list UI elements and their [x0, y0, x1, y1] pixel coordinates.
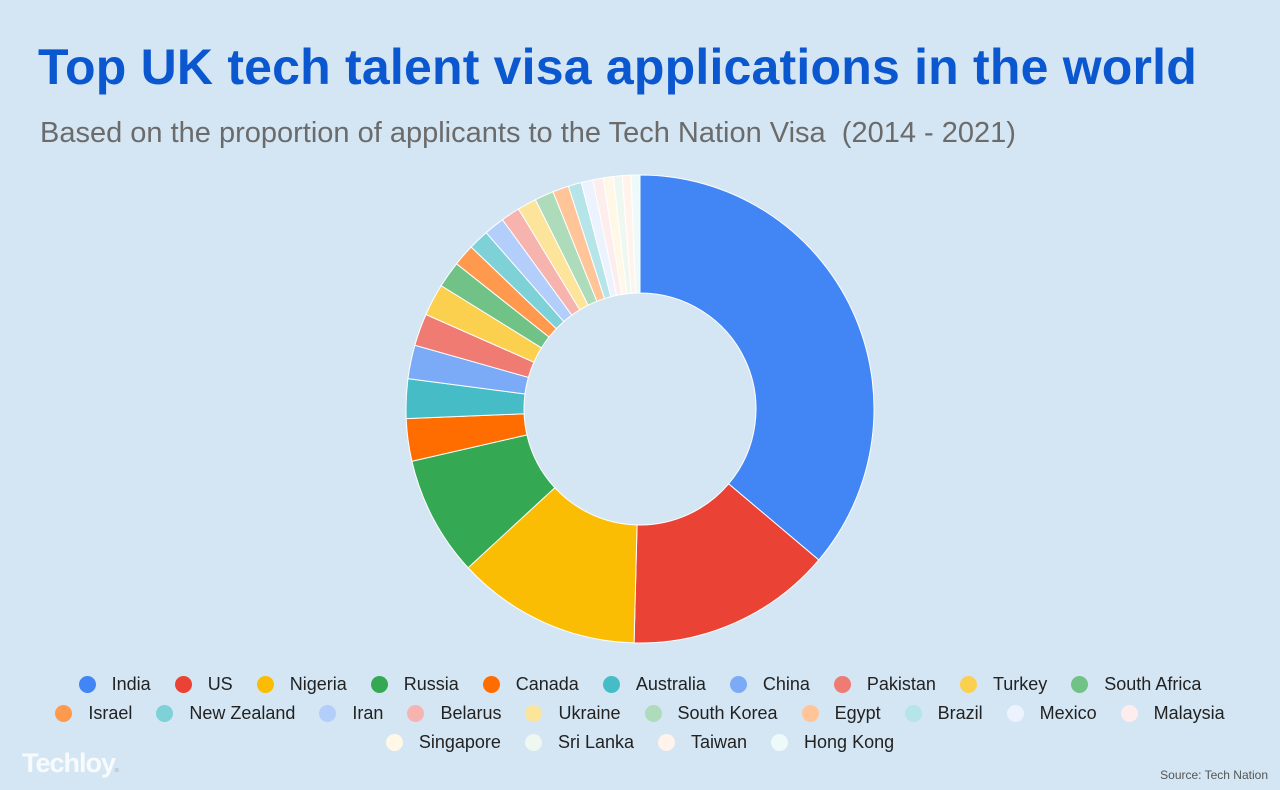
legend-swatch — [602, 676, 620, 693]
legend-label: South Korea — [677, 703, 778, 723]
legend-label: Egypt — [834, 703, 881, 723]
legend-swatch — [385, 734, 403, 751]
legend-swatch — [482, 676, 500, 693]
legend-label: Australia — [635, 674, 706, 694]
legend-swatch — [319, 705, 337, 722]
legend-item: Brazil — [904, 703, 983, 724]
legend-label: Belarus — [440, 703, 502, 723]
legend-item: Belarus — [407, 703, 501, 724]
legend-row: Singapore Sri Lanka Taiwan Hong Kong — [20, 728, 1260, 757]
legend-item: Egypt — [801, 703, 881, 724]
legend-swatch — [801, 705, 819, 722]
legend-item: South Korea — [644, 703, 778, 724]
legend-swatch — [156, 705, 174, 722]
chart-title: Top UK tech talent visa applications in … — [38, 39, 1198, 95]
legend-swatch — [55, 705, 73, 722]
legend-label: Mexico — [1039, 703, 1097, 723]
legend: India US Nigeria Russia Canada Australia China… — [20, 670, 1260, 757]
legend-label: Canada — [515, 674, 579, 694]
legend-swatch — [771, 734, 789, 751]
legend-label: China — [762, 674, 810, 694]
legend-item: Sri Lanka — [524, 732, 634, 753]
legend-swatch — [644, 705, 662, 722]
legend-swatch — [78, 676, 96, 693]
legend-label: Sri Lanka — [557, 732, 634, 752]
legend-label: Taiwan — [691, 732, 748, 752]
chart-subtitle: Based on the proportion of applicants to… — [40, 117, 1016, 149]
legend-item: Turkey — [959, 674, 1048, 695]
legend-swatch — [1071, 676, 1089, 693]
legend-item: Iran — [319, 703, 383, 724]
legend-swatch — [959, 676, 977, 693]
legend-swatch — [729, 676, 747, 693]
legend-label: Brazil — [937, 703, 983, 723]
legend-item: Ukraine — [525, 703, 621, 724]
legend-label: US — [207, 674, 233, 694]
legend-row: India US Nigeria Russia Canada Australia China… — [20, 670, 1260, 699]
slice-us — [633, 483, 820, 644]
legend-label: Turkey — [992, 674, 1048, 694]
slice-india — [639, 174, 875, 561]
legend-label: Ukraine — [558, 703, 621, 723]
legend-swatch — [904, 705, 922, 722]
legend-item: Hong Kong — [771, 732, 894, 753]
legend-item: Pakistan — [833, 674, 936, 695]
legend-label: Israel — [88, 703, 133, 723]
techloy-logo: Techloy. — [22, 748, 120, 778]
legend-swatch — [174, 676, 192, 693]
legend-label: Nigeria — [289, 674, 347, 694]
legend-item: China — [729, 674, 810, 695]
donut-chart — [405, 174, 875, 644]
legend-swatch — [833, 676, 851, 693]
legend-item: Australia — [602, 674, 706, 695]
legend-item: South Africa — [1071, 674, 1201, 695]
legend-swatch — [1120, 705, 1138, 722]
legend-label: New Zealand — [189, 703, 296, 723]
legend-label: India — [111, 674, 151, 694]
legend-item: Mexico — [1006, 703, 1097, 724]
legend-label: Hong Kong — [804, 732, 895, 752]
legend-item: Nigeria — [256, 674, 347, 695]
slice-hong-kong — [630, 174, 641, 294]
brand-name: Techloy — [22, 748, 114, 778]
source-note: Source: Tech Nation — [1160, 768, 1268, 782]
legend-label: Russia — [403, 674, 459, 694]
legend-item: India — [78, 674, 151, 695]
legend-label: South Africa — [1104, 674, 1202, 694]
legend-item: US — [174, 674, 233, 695]
legend-label: Iran — [352, 703, 384, 723]
legend-swatch — [658, 734, 675, 751]
legend-label: Singapore — [418, 732, 501, 752]
legend-swatch — [524, 734, 542, 751]
legend-item: Taiwan — [658, 732, 747, 753]
legend-label: Pakistan — [866, 674, 936, 694]
legend-item: New Zealand — [156, 703, 295, 724]
legend-swatch — [407, 705, 425, 722]
legend-item: Russia — [370, 674, 459, 695]
legend-swatch — [256, 676, 274, 693]
legend-row: Israel New Zealand Iran Belarus Ukraine South… — [20, 699, 1260, 728]
legend-swatch — [1006, 705, 1024, 722]
legend-label: Malaysia — [1153, 703, 1225, 723]
legend-item: Canada — [482, 674, 579, 695]
legend-item: Malaysia — [1120, 703, 1225, 724]
legend-item: Singapore — [385, 732, 501, 753]
legend-swatch — [370, 676, 388, 693]
legend-swatch — [525, 705, 543, 722]
legend-item: Israel — [55, 703, 132, 724]
